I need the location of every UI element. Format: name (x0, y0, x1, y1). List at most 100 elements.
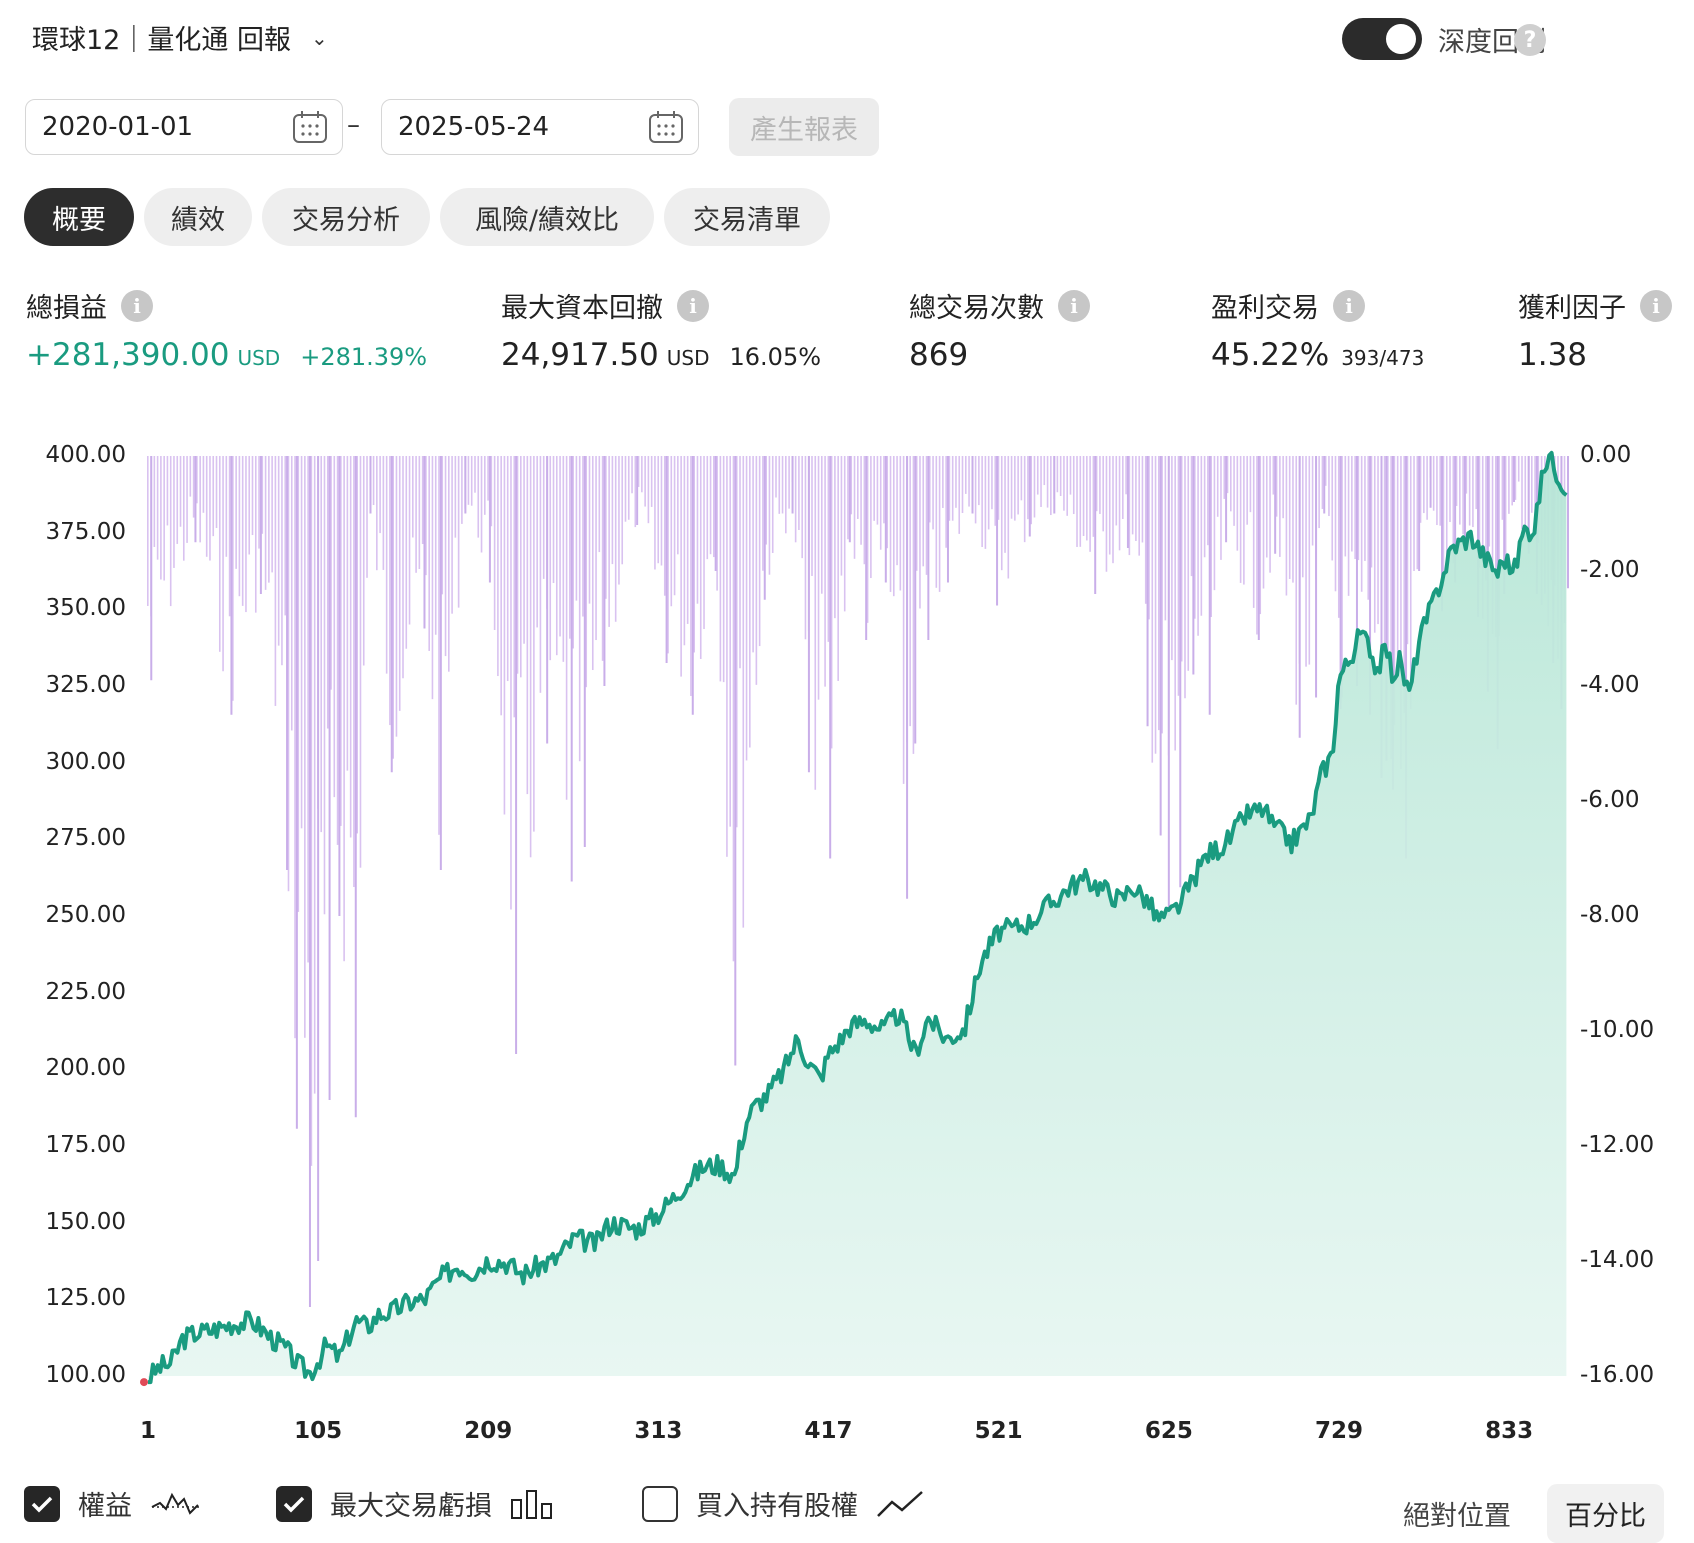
drawdown-bar (271, 456, 273, 573)
drawdown-bar (1177, 456, 1180, 696)
legend-max-trade-loss[interactable]: 最大交易虧損 (276, 1484, 554, 1523)
drawdown-bar (1292, 456, 1294, 583)
drawdown-bar (896, 456, 898, 566)
drawdown-spike (1429, 456, 1432, 508)
drawdown-bar (1164, 456, 1167, 621)
equity-checkbox[interactable] (24, 1485, 60, 1522)
tab-trade-analysis[interactable]: 交易分析 (262, 188, 430, 246)
drawdown-bar (1161, 456, 1163, 734)
drawdown-bar (627, 456, 630, 520)
drawdown-spike (865, 456, 868, 640)
percentage-option[interactable]: 百分比 (1547, 1484, 1664, 1543)
drawdown-bar (1184, 456, 1186, 699)
drawdown-bar (169, 456, 172, 607)
drawdown-bar (1128, 456, 1131, 556)
drawdown-bar (1288, 456, 1291, 579)
drawdown-bar (578, 456, 581, 762)
drawdown-bar (1351, 456, 1353, 552)
start-date-field[interactable]: 2020-01-01 (25, 99, 343, 155)
drawdown-bar (1249, 456, 1252, 513)
drawdown-bar (156, 456, 159, 560)
drawdown-bar (192, 456, 195, 518)
drawdown-bar (663, 456, 666, 596)
drawdown-bar (709, 456, 712, 555)
start-date-value: 2020-01-01 (42, 112, 194, 142)
generate-report-button[interactable]: 產生報表 (729, 98, 879, 156)
legend-equity[interactable]: 權益 (24, 1484, 202, 1523)
drawdown-bar (519, 456, 522, 678)
drawdown-bar (1481, 456, 1484, 619)
y-right-tick-label: -16.00 (1580, 1362, 1655, 1388)
tab-overview[interactable]: 概要 (24, 188, 134, 246)
info-icon[interactable]: i (1640, 289, 1672, 322)
max-trade-loss-checkbox[interactable] (276, 1485, 312, 1522)
drawdown-spike (230, 456, 233, 715)
tab-risk-performance[interactable]: 風險/績效比 (440, 188, 654, 246)
buy-hold-checkbox[interactable] (642, 1485, 678, 1522)
y-right-tick-label: 0.00 (1580, 442, 1632, 468)
drawdown-bar (1089, 456, 1091, 552)
drawdown-bar (843, 456, 846, 612)
drawdown-spike (807, 456, 810, 773)
drawdown-bar (785, 456, 787, 534)
drawdown-bar (300, 456, 303, 829)
drawdown-bar (624, 456, 627, 522)
drawdown-bar (677, 456, 679, 555)
drawdown-bar (1393, 456, 1396, 726)
tab-trade-list[interactable]: 交易清單 (664, 188, 830, 246)
stat-value: 869 (909, 337, 969, 373)
drawdown-bar (1347, 456, 1350, 596)
drawdown-bar (1076, 456, 1078, 547)
calendar-icon[interactable] (648, 110, 684, 144)
drawdown-bar (801, 456, 803, 559)
drawdown-bar (1023, 456, 1026, 543)
deep-backtest-toggle[interactable] (1342, 18, 1422, 60)
drawdown-spike (1405, 456, 1408, 859)
info-icon[interactable]: i (1333, 289, 1365, 322)
drawdown-bar (608, 456, 610, 627)
stat-label: 總交易次數 (909, 293, 1044, 324)
end-date-field[interactable]: 2025-05-24 (381, 99, 699, 155)
drawdown-bar (313, 456, 316, 1094)
legend-buy-hold[interactable]: 買入持有股權 (642, 1484, 926, 1523)
drawdown-bar (202, 456, 205, 513)
drawdown-spike (295, 456, 298, 1129)
drawdown-spike (369, 456, 372, 514)
drawdown-bar (726, 456, 728, 857)
drawdown-bar (1367, 456, 1370, 600)
drawdown-bar (182, 456, 185, 561)
calendar-icon[interactable] (292, 110, 328, 144)
info-icon[interactable]: i (121, 289, 153, 322)
drawdown-spike (884, 456, 887, 583)
info-icon[interactable]: i (677, 289, 709, 322)
drawdown-bar (1465, 456, 1468, 494)
drawdown-bar (732, 456, 735, 962)
x-tick-label: 1 (139, 1418, 157, 1444)
drawdown-bar (778, 456, 781, 514)
stat-percent: +281.39% (300, 343, 428, 371)
drawdown-bar (830, 456, 833, 749)
drawdown-bar (290, 456, 293, 731)
help-icon[interactable]: ? (1514, 24, 1546, 56)
drawdown-bar (863, 456, 866, 565)
info-icon[interactable]: i (1058, 289, 1090, 322)
stat-win-trades: 盈利交易 i 45.22% 393/473 (1211, 286, 1424, 373)
drawdown-bar (1285, 456, 1288, 596)
tab-performance[interactable]: 績效 (144, 188, 252, 246)
drawdown-bar (670, 456, 673, 607)
drawdown-bar (716, 456, 718, 591)
drawdown-bar (1112, 456, 1114, 564)
y-left-tick-label: 350.00 (45, 595, 126, 622)
drawdown-bar (749, 456, 751, 748)
y-left-tick-label: 175.00 (45, 1132, 126, 1158)
drawdown-bar (232, 456, 234, 701)
drawdown-bar (1243, 456, 1245, 585)
drawdown-bar (431, 456, 434, 700)
absolute-position-option[interactable]: 絕對位置 (1403, 1501, 1511, 1532)
drawdown-bar (1223, 456, 1226, 499)
drawdown-bar (359, 456, 362, 868)
report-title-dropdown[interactable]: 環球12｜量化通 回報 ⌄ (32, 18, 328, 57)
drawdown-bar (1337, 456, 1340, 618)
drawdown-bar (1269, 456, 1271, 573)
drawdown-bar (480, 456, 483, 553)
